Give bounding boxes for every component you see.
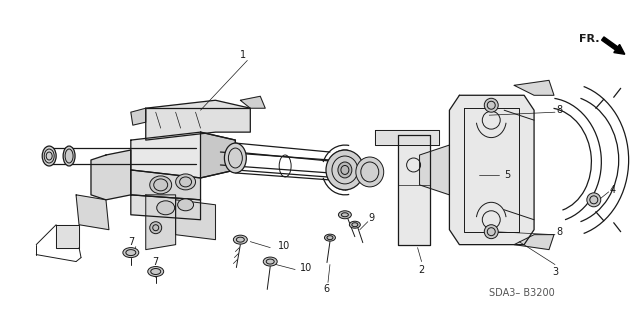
Ellipse shape — [339, 211, 351, 219]
Text: 10: 10 — [278, 241, 291, 251]
Ellipse shape — [123, 248, 139, 257]
Text: SDA3– B3200: SDA3– B3200 — [489, 288, 555, 298]
FancyArrow shape — [602, 37, 625, 54]
Polygon shape — [175, 200, 216, 240]
Polygon shape — [131, 170, 200, 200]
Polygon shape — [375, 130, 440, 145]
Polygon shape — [420, 145, 449, 195]
Polygon shape — [514, 235, 554, 249]
Text: 1: 1 — [240, 50, 246, 61]
Ellipse shape — [225, 143, 246, 173]
Text: 5: 5 — [504, 170, 510, 180]
Polygon shape — [397, 135, 429, 245]
Text: 3: 3 — [552, 266, 558, 277]
Ellipse shape — [349, 221, 360, 228]
Ellipse shape — [178, 199, 193, 211]
Text: 8: 8 — [556, 227, 562, 237]
Polygon shape — [91, 150, 131, 200]
Text: 2: 2 — [419, 264, 425, 275]
Polygon shape — [514, 80, 554, 95]
Text: 8: 8 — [556, 105, 562, 115]
Polygon shape — [146, 195, 175, 249]
Polygon shape — [76, 195, 109, 230]
Circle shape — [587, 193, 601, 207]
Polygon shape — [146, 100, 250, 140]
Text: 10: 10 — [300, 263, 312, 272]
Polygon shape — [131, 108, 146, 125]
Ellipse shape — [263, 257, 277, 266]
Text: FR.: FR. — [579, 33, 600, 43]
Polygon shape — [56, 225, 79, 248]
Polygon shape — [449, 95, 534, 245]
Circle shape — [484, 98, 498, 112]
Text: 6: 6 — [323, 285, 329, 294]
Polygon shape — [241, 96, 265, 108]
Polygon shape — [131, 195, 200, 220]
Text: 7: 7 — [152, 256, 159, 267]
Polygon shape — [131, 132, 236, 178]
Ellipse shape — [42, 146, 56, 166]
Ellipse shape — [326, 150, 364, 190]
Ellipse shape — [175, 174, 196, 190]
Text: 4: 4 — [610, 185, 616, 195]
Ellipse shape — [356, 157, 384, 187]
Ellipse shape — [150, 176, 172, 194]
Ellipse shape — [324, 234, 335, 241]
Text: 7: 7 — [128, 237, 134, 247]
Ellipse shape — [63, 146, 75, 166]
Ellipse shape — [338, 162, 352, 178]
Polygon shape — [200, 132, 236, 178]
Circle shape — [150, 222, 162, 234]
Text: 9: 9 — [369, 213, 375, 223]
Ellipse shape — [148, 267, 164, 277]
Ellipse shape — [234, 235, 247, 244]
Circle shape — [484, 225, 498, 239]
Ellipse shape — [157, 201, 175, 215]
